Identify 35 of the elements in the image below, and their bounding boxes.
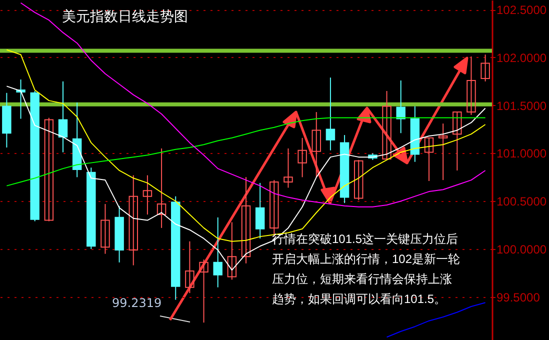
candlestick <box>466 56 476 116</box>
candlestick <box>298 137 307 178</box>
y-tick-label: 101.0000 <box>496 146 547 161</box>
candlestick <box>255 182 265 239</box>
candlestick <box>44 117 54 222</box>
candlestick <box>396 80 406 134</box>
candlestick <box>382 90 392 160</box>
candlestick <box>326 77 336 151</box>
annotation: 行情在突破101.5这一关键压力位后开启大幅上涨的行情，102是新一轮压力位，短期来看行情会保持上涨趋势，如果回调可以看向101.5。 <box>272 231 462 308</box>
candlestick <box>241 176 251 264</box>
candlestick <box>199 259 208 324</box>
candlestick <box>312 112 322 178</box>
y-tick-label: 102.0000 <box>496 50 547 65</box>
candlestick <box>452 112 462 171</box>
y-tick-label: 102.5000 <box>496 3 547 18</box>
line-series <box>20 2 486 208</box>
candlestick <box>185 240 194 294</box>
candlestick <box>480 54 490 82</box>
text: 美元指数日线走势图 <box>62 8 188 26</box>
candlestick <box>156 148 166 228</box>
candlestick <box>227 222 237 280</box>
candlestick <box>128 174 138 266</box>
annotation: 99.2319 <box>112 296 162 310</box>
candlestick <box>284 148 293 188</box>
candlestick <box>100 204 110 254</box>
candlestick <box>58 80 68 153</box>
y-tick-label: 100.0000 <box>496 242 547 257</box>
candlestick <box>424 137 434 182</box>
candlestick <box>213 216 222 288</box>
candlestick <box>438 123 448 181</box>
candlestick <box>142 174 152 216</box>
candlestick <box>354 159 364 201</box>
y-tick-label: 100.5000 <box>496 194 547 209</box>
y-tick-label: 101.5000 <box>496 98 547 113</box>
y-tick-label: 99.5000 <box>496 290 540 304</box>
